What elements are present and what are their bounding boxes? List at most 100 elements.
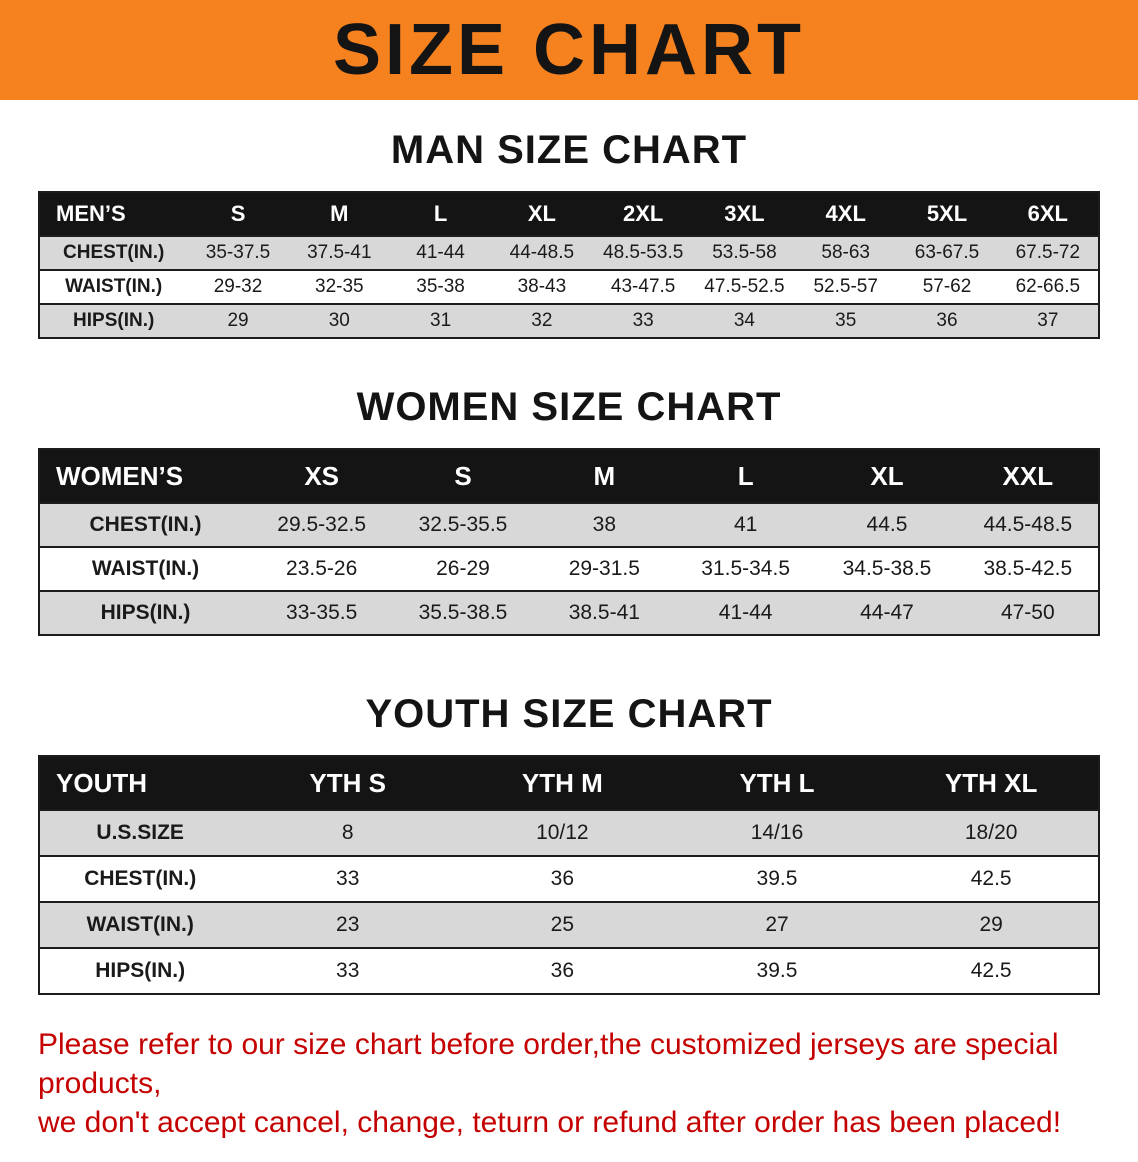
size-header-cell: YTH M: [455, 756, 670, 810]
data-cell: 39.5: [669, 947, 885, 994]
data-cell: 31.5-34.5: [674, 546, 817, 591]
data-cell: 39.5: [669, 855, 885, 902]
size-header-cell: XXL: [957, 449, 1099, 503]
table-row: HIPS(IN.) 29 30 31 32 33 34 35 36 37: [39, 303, 1099, 338]
data-cell: 8: [240, 809, 456, 856]
table-row: CHEST(IN.) 35-37.5 37.5-41 41-44 44-48.5 48.5…: [39, 235, 1099, 270]
data-cell: 34: [693, 303, 796, 338]
data-cell: 33: [240, 947, 456, 994]
data-cell: 63-67.5: [896, 235, 998, 270]
row-label: HIPS(IN.): [39, 303, 188, 338]
data-cell: 25: [455, 901, 670, 948]
data-cell: 27: [669, 901, 885, 948]
size-header-cell: 6XL: [997, 192, 1099, 236]
data-cell: 29-31.5: [533, 546, 675, 591]
size-header-cell: XL: [816, 449, 958, 503]
data-cell: 29: [187, 303, 289, 338]
data-cell: 36: [896, 303, 998, 338]
data-cell: 44-47: [816, 590, 958, 635]
data-cell: 58-63: [795, 235, 897, 270]
order-notice-line1: Please refer to our size chart before or…: [38, 1028, 1059, 1100]
data-cell: 53.5-58: [693, 235, 796, 270]
data-cell: 67.5-72: [997, 235, 1099, 270]
row-label: CHEST(IN.): [39, 855, 241, 902]
table-row: U.S.SIZE 8 10/12 14/16 18/20: [39, 809, 1099, 856]
data-cell: 35-38: [389, 269, 492, 304]
data-cell: 36: [455, 947, 670, 994]
data-cell: 48.5-53.5: [592, 235, 694, 270]
data-cell: 32: [491, 303, 593, 338]
size-header-cell: 5XL: [896, 192, 998, 236]
size-chart-banner: SIZE CHART: [0, 0, 1138, 100]
size-header-cell: XS: [251, 449, 393, 503]
row-label: HIPS(IN.): [39, 947, 241, 994]
size-header-cell: M: [288, 192, 390, 236]
data-cell: 57-62: [896, 269, 998, 304]
table-title-cell: YOUTH: [39, 756, 241, 810]
data-cell: 42.5: [884, 947, 1099, 994]
table-header-row: MEN’S S M L XL 2XL 3XL 4XL 5XL 6XL: [39, 192, 1099, 236]
data-cell: 38-43: [491, 269, 593, 304]
data-cell: 18/20: [884, 809, 1099, 856]
data-cell: 41-44: [389, 235, 492, 270]
row-label: WAIST(IN.): [39, 546, 251, 591]
data-cell: 33: [592, 303, 694, 338]
women-size-table: WOMEN’S XS S M L XL XXL CHEST(IN.) 29.5-32.5 32.5…: [38, 448, 1100, 636]
data-cell: 26-29: [392, 546, 534, 591]
size-header-cell: 3XL: [693, 192, 796, 236]
size-header-cell: M: [533, 449, 675, 503]
data-cell: 44.5-48.5: [957, 502, 1099, 547]
data-cell: 35.5-38.5: [392, 590, 534, 635]
row-label: HIPS(IN.): [39, 590, 251, 635]
data-cell: 41: [674, 502, 817, 547]
size-header-cell: L: [389, 192, 492, 236]
data-cell: 29-32: [187, 269, 289, 304]
size-header-cell: XL: [491, 192, 593, 236]
data-cell: 37.5-41: [288, 235, 390, 270]
order-notice: Please refer to our size chart before or…: [38, 1025, 1100, 1142]
table-row: HIPS(IN.) 33 36 39.5 42.5: [39, 947, 1099, 994]
row-label: WAIST(IN.): [39, 269, 188, 304]
table-row: CHEST(IN.) 33 36 39.5 42.5: [39, 855, 1099, 902]
data-cell: 47-50: [957, 590, 1099, 635]
size-header-cell: S: [392, 449, 534, 503]
youth-section-heading: YOUTH SIZE CHART: [365, 692, 773, 736]
table-row: HIPS(IN.) 33-35.5 35.5-38.5 38.5-41 41-44 44-…: [39, 590, 1099, 635]
size-header-cell: L: [674, 449, 817, 503]
page-title: SIZE CHART: [333, 10, 805, 90]
men-section-heading: MAN SIZE CHART: [390, 128, 748, 172]
youth-size-table: YOUTH YTH S YTH M YTH L YTH XL U.S.SIZE 8 10/12…: [38, 755, 1100, 995]
row-label: CHEST(IN.): [39, 235, 188, 270]
data-cell: 33: [240, 855, 456, 902]
size-header-cell: 2XL: [592, 192, 694, 236]
data-cell: 33-35.5: [251, 590, 393, 635]
data-cell: 23.5-26: [251, 546, 393, 591]
data-cell: 29.5-32.5: [251, 502, 393, 547]
data-cell: 32-35: [288, 269, 390, 304]
data-cell: 38: [533, 502, 675, 547]
row-label: CHEST(IN.): [39, 502, 251, 547]
data-cell: 42.5: [884, 855, 1099, 902]
data-cell: 30: [288, 303, 390, 338]
data-cell: 38.5-41: [533, 590, 675, 635]
size-header-cell: YTH S: [240, 756, 456, 810]
data-cell: 31: [389, 303, 492, 338]
table-row: WAIST(IN.) 23.5-26 26-29 29-31.5 31.5-34.5 34…: [39, 546, 1099, 591]
data-cell: 29: [884, 901, 1099, 948]
row-label: WAIST(IN.): [39, 901, 241, 948]
table-row: WAIST(IN.) 23 25 27 29: [39, 901, 1099, 948]
size-header-cell: S: [187, 192, 289, 236]
data-cell: 62-66.5: [997, 269, 1099, 304]
data-cell: 35-37.5: [187, 235, 289, 270]
data-cell: 14/16: [669, 809, 885, 856]
table-header-row: WOMEN’S XS S M L XL XXL: [39, 449, 1099, 503]
table-title-cell: MEN’S: [39, 192, 188, 236]
table-row: WAIST(IN.) 29-32 32-35 35-38 38-43 43-47.5 47.…: [39, 269, 1099, 304]
table-row: CHEST(IN.) 29.5-32.5 32.5-35.5 38 41 44.5 44.5…: [39, 502, 1099, 547]
order-notice-line2: we don't accept cancel, change, teturn o…: [38, 1106, 1062, 1139]
data-cell: 36: [455, 855, 670, 902]
data-cell: 38.5-42.5: [957, 546, 1099, 591]
data-cell: 37: [997, 303, 1099, 338]
size-header-cell: 4XL: [795, 192, 897, 236]
row-label: U.S.SIZE: [39, 809, 241, 856]
